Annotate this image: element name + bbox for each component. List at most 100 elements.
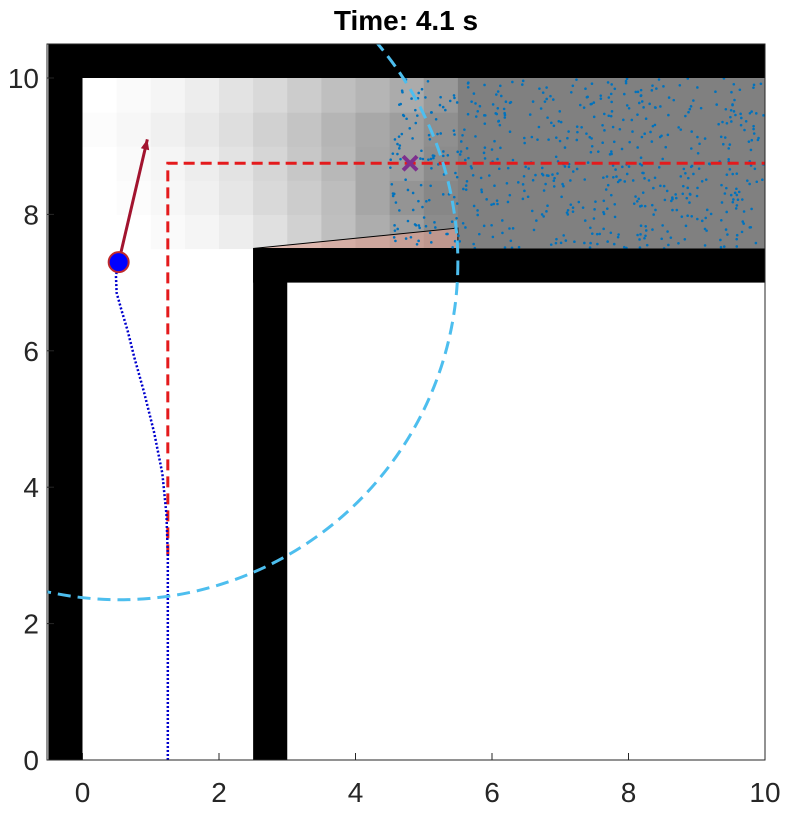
particle xyxy=(567,130,570,133)
particle xyxy=(393,224,396,227)
particle xyxy=(511,158,515,162)
particle xyxy=(700,219,704,223)
particle xyxy=(681,192,685,196)
occupancy-cell xyxy=(253,112,288,147)
occupancy-cell xyxy=(253,78,288,113)
particle xyxy=(506,166,510,170)
particle xyxy=(636,90,640,94)
particle xyxy=(602,112,606,116)
particle xyxy=(596,150,600,153)
particle xyxy=(739,112,742,116)
particle xyxy=(511,227,515,230)
particle xyxy=(677,126,680,129)
particle xyxy=(499,94,503,98)
sensor-range-circle xyxy=(47,44,460,602)
particle xyxy=(696,86,699,89)
particle xyxy=(677,241,680,245)
particle xyxy=(492,202,496,206)
particle xyxy=(696,217,699,221)
particle xyxy=(687,110,690,114)
particle xyxy=(413,223,417,226)
particle xyxy=(496,157,499,161)
particle xyxy=(521,197,525,201)
particle xyxy=(735,193,739,197)
particle xyxy=(488,174,491,177)
particle xyxy=(396,142,399,146)
particle xyxy=(505,181,509,185)
particle xyxy=(420,149,423,153)
particle xyxy=(491,235,495,239)
particle xyxy=(583,219,587,222)
particle xyxy=(569,203,573,206)
particle xyxy=(534,173,537,177)
particle xyxy=(679,175,683,178)
particle xyxy=(398,209,401,212)
particle xyxy=(516,181,520,184)
particle xyxy=(509,239,513,243)
particle xyxy=(463,158,467,162)
particle xyxy=(547,138,550,141)
particle xyxy=(431,154,435,157)
particle xyxy=(557,119,561,123)
particle xyxy=(643,236,646,240)
robot-trajectory xyxy=(114,261,170,760)
particle xyxy=(640,135,644,139)
particle xyxy=(571,84,575,88)
particle xyxy=(546,204,549,208)
particle xyxy=(457,234,460,238)
particle xyxy=(465,147,469,150)
y-tick-label: 2 xyxy=(23,609,39,640)
particle xyxy=(399,102,403,106)
particle xyxy=(747,140,751,143)
particle xyxy=(389,158,393,162)
particle xyxy=(544,182,547,186)
particle xyxy=(559,241,563,245)
particle xyxy=(576,130,579,134)
particle xyxy=(571,210,575,213)
particle xyxy=(495,112,499,116)
particle xyxy=(410,97,413,100)
particle xyxy=(583,241,586,245)
particle xyxy=(663,198,667,202)
particle xyxy=(720,183,723,187)
particle xyxy=(762,114,765,117)
particle xyxy=(470,100,473,103)
particle xyxy=(389,166,392,169)
particle xyxy=(427,158,430,161)
particle xyxy=(652,186,655,190)
particle xyxy=(496,202,499,206)
particle xyxy=(430,166,433,170)
occupancy-cell xyxy=(82,214,118,250)
occupancy-cell xyxy=(82,146,118,181)
particle xyxy=(678,84,682,87)
particle xyxy=(727,158,730,161)
particle xyxy=(466,86,470,89)
particle xyxy=(684,171,687,175)
particle xyxy=(641,171,644,175)
particle xyxy=(469,165,473,168)
particle xyxy=(721,120,724,124)
particle xyxy=(521,183,525,186)
particle xyxy=(674,196,678,200)
particle xyxy=(672,98,676,102)
robot-marker xyxy=(107,251,130,274)
particle xyxy=(609,92,613,96)
particle xyxy=(531,178,535,182)
particle xyxy=(428,137,432,141)
particle xyxy=(639,156,643,159)
particle xyxy=(731,172,735,176)
particle xyxy=(704,178,708,181)
particle xyxy=(472,242,475,246)
occupancy-cell xyxy=(150,112,186,147)
particle xyxy=(732,110,736,113)
particle xyxy=(639,224,643,228)
particle xyxy=(522,136,526,140)
particle xyxy=(610,150,613,153)
occupancy-cell xyxy=(184,214,220,250)
particle xyxy=(556,172,559,175)
particle xyxy=(429,111,433,114)
occupancy-cell xyxy=(355,78,391,113)
particle xyxy=(555,237,558,241)
particle xyxy=(558,139,562,143)
particle xyxy=(420,87,424,91)
